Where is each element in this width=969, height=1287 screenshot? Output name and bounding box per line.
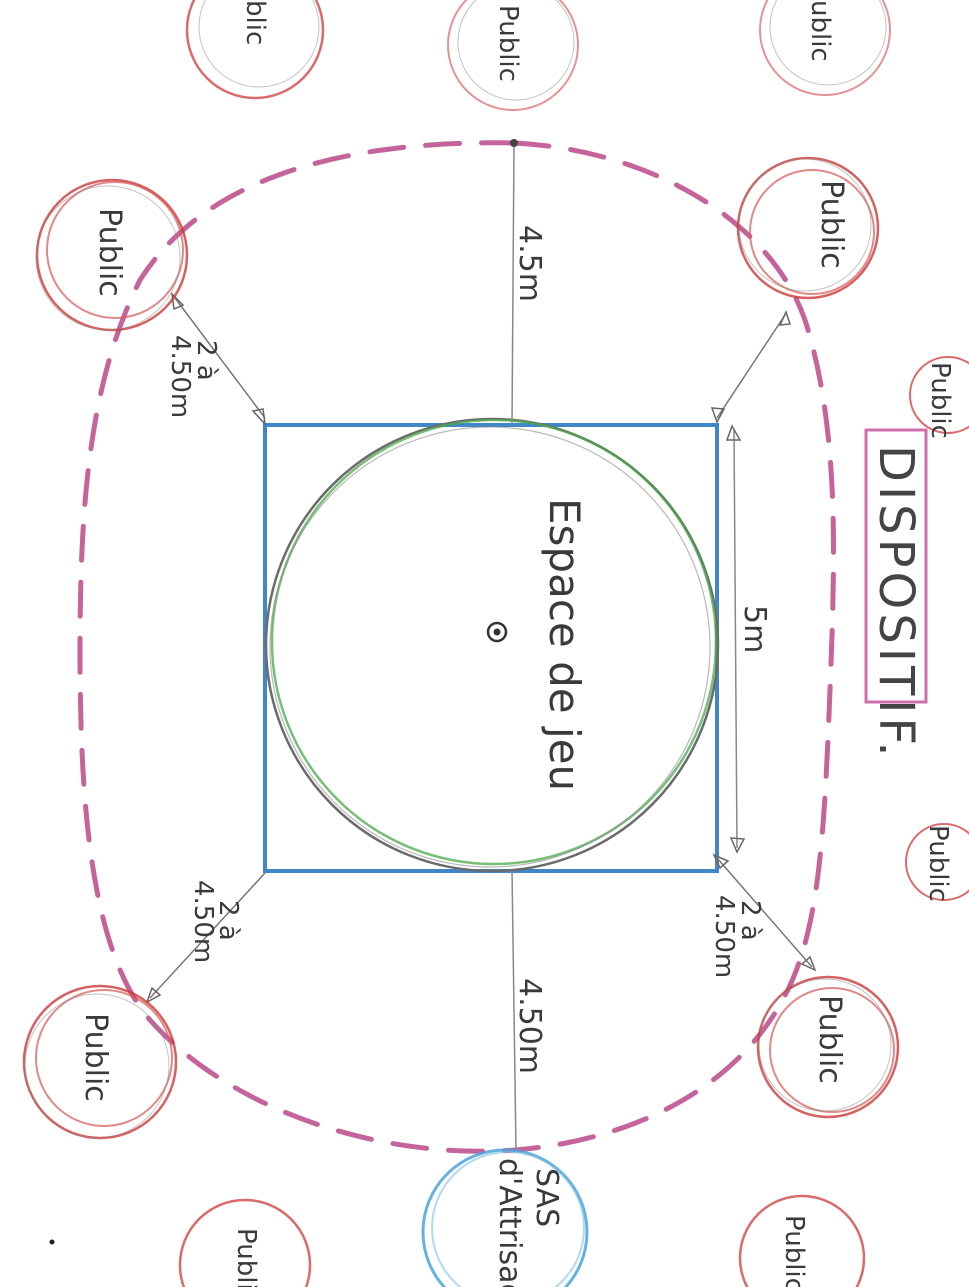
public-circle-bottom-left-partial xyxy=(178,1198,312,1287)
distance-top-left-line1: 2 à xyxy=(191,340,221,381)
diagram-title: DISPOSITIF. xyxy=(868,445,924,761)
public-label-top-left-partial: blic xyxy=(240,0,270,45)
public-label-left-bottom: Public xyxy=(78,1013,113,1102)
public-label-top-right-partial: ublic xyxy=(805,0,835,62)
arrow-top-right xyxy=(716,314,786,419)
arrow-bottom-right xyxy=(716,857,813,968)
distance-bottom-right-line1: 2 à xyxy=(735,900,765,941)
public-label-right-bottom: Public xyxy=(812,995,847,1084)
public-label-right-top: Public xyxy=(814,180,849,269)
public-circle-right-mid1 xyxy=(909,356,969,434)
public-circle-left-top xyxy=(35,178,189,332)
distance-bottom-right-line2: 4.50m xyxy=(709,895,739,978)
title-frame xyxy=(864,428,928,704)
sas-label-line1: SAS xyxy=(529,1168,564,1227)
side-length-label: 5m xyxy=(737,605,772,653)
public-circle-top-center-partial xyxy=(447,0,579,111)
public-circle-bottom-right-partial xyxy=(738,1194,866,1287)
distance-top-label: 4.5m xyxy=(512,225,547,302)
play-area-label: Espace de jeu xyxy=(540,498,589,791)
distance-top-left-line2: 4.50m xyxy=(165,335,195,418)
public-circle-right-top xyxy=(736,156,880,300)
measure-line-top xyxy=(511,142,515,426)
distance-bottom-label: 4.50m xyxy=(512,978,547,1074)
sas-label-line2: d'Attrisage xyxy=(492,1158,527,1287)
public-circle-left-bottom xyxy=(22,984,178,1140)
measure-line-bottom xyxy=(511,870,517,1151)
sas-circle xyxy=(421,1148,589,1287)
arrow-top-left xyxy=(174,297,266,419)
arrow-bottom-left xyxy=(149,872,266,999)
public-label-bottom-left-partial: Public xyxy=(231,1228,261,1287)
public-label-left-top: Public xyxy=(92,208,127,297)
public-circle-top-left-partial xyxy=(185,0,325,100)
measure-line-side xyxy=(733,429,738,849)
public-circle-right-bottom xyxy=(756,975,900,1119)
public-label-top-center-partial: Public xyxy=(493,5,523,82)
public-label-bottom-right-partial: Public xyxy=(779,1215,809,1287)
public-label-right-mid1: Public xyxy=(925,362,955,439)
public-circle-top-right-partial xyxy=(759,0,891,96)
public-circle-right-mid2 xyxy=(905,823,969,901)
distance-bottom-left-line1: 2 à xyxy=(213,900,243,941)
distance-bottom-left-line2: 4.50m xyxy=(188,880,218,963)
public-label-right-mid2: Public xyxy=(923,825,953,902)
audience-boundary-dashed xyxy=(77,140,837,1154)
center-point xyxy=(486,621,508,643)
